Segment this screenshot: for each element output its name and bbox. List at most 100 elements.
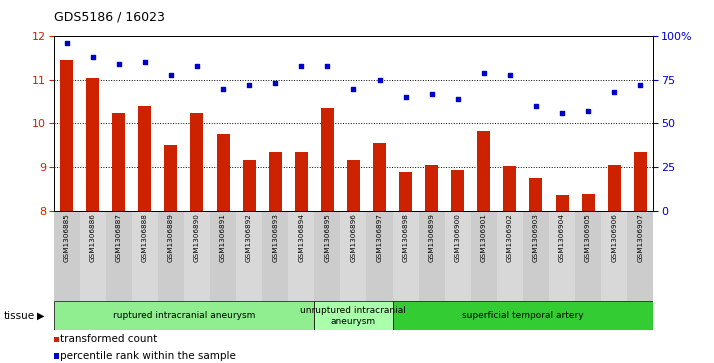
Bar — [341, 211, 366, 301]
Bar — [555, 195, 568, 211]
Bar — [236, 211, 262, 301]
Bar — [268, 152, 282, 211]
Bar — [601, 211, 627, 301]
Text: GSM1306904: GSM1306904 — [559, 213, 565, 262]
Bar — [373, 143, 386, 211]
Text: percentile rank within the sample: percentile rank within the sample — [59, 351, 236, 361]
Point — [321, 63, 333, 69]
Bar — [243, 160, 256, 211]
Bar — [112, 113, 125, 211]
Point — [87, 54, 99, 60]
Text: GSM1306893: GSM1306893 — [272, 213, 278, 262]
Point — [556, 110, 568, 116]
Point — [452, 96, 463, 102]
Point — [374, 77, 386, 83]
Bar — [477, 131, 491, 211]
Bar — [393, 211, 418, 301]
Bar — [399, 172, 412, 211]
Text: unruptured intracranial
aneurysm: unruptured intracranial aneurysm — [301, 306, 406, 326]
Bar — [314, 301, 393, 330]
Text: GSM1306900: GSM1306900 — [455, 213, 461, 262]
Point — [426, 91, 438, 97]
Bar — [366, 211, 393, 301]
Point — [113, 61, 124, 67]
Text: GSM1306905: GSM1306905 — [585, 213, 591, 262]
Bar — [321, 108, 334, 211]
Text: tissue: tissue — [4, 311, 35, 321]
Bar — [106, 211, 132, 301]
Bar — [191, 113, 203, 211]
Point — [400, 94, 411, 100]
Bar — [418, 211, 445, 301]
Point — [348, 86, 359, 91]
Bar — [86, 78, 99, 211]
Point — [296, 63, 307, 69]
Text: GSM1306901: GSM1306901 — [481, 213, 487, 262]
Bar — [288, 211, 314, 301]
Point — [165, 72, 176, 78]
Text: GSM1306902: GSM1306902 — [507, 213, 513, 262]
Bar — [530, 178, 543, 211]
Text: GDS5186 / 16023: GDS5186 / 16023 — [54, 11, 164, 24]
Text: GSM1306891: GSM1306891 — [220, 213, 226, 262]
Text: GSM1306894: GSM1306894 — [298, 213, 304, 262]
Bar — [164, 145, 177, 211]
Text: GSM1306889: GSM1306889 — [168, 213, 174, 262]
Text: GSM1306907: GSM1306907 — [638, 213, 643, 262]
Bar — [132, 211, 158, 301]
Point — [583, 108, 594, 114]
Bar — [627, 211, 653, 301]
Point — [478, 70, 490, 76]
Point — [269, 81, 281, 86]
Point — [139, 60, 151, 65]
Bar — [60, 60, 73, 211]
Bar — [54, 211, 80, 301]
Bar — [523, 211, 549, 301]
Bar — [54, 301, 314, 330]
Bar — [634, 152, 647, 211]
Text: GSM1306886: GSM1306886 — [90, 213, 96, 262]
Text: ▶: ▶ — [37, 311, 45, 321]
Bar — [425, 165, 438, 211]
Point — [217, 86, 228, 91]
Text: ruptured intracranial aneurysm: ruptured intracranial aneurysm — [113, 311, 255, 320]
Bar — [608, 165, 620, 211]
Bar — [314, 211, 341, 301]
Point — [608, 89, 620, 95]
Text: GSM1306903: GSM1306903 — [533, 213, 539, 262]
Bar — [393, 301, 653, 330]
Text: GSM1306892: GSM1306892 — [246, 213, 252, 262]
Point — [61, 40, 72, 46]
Point — [504, 72, 516, 78]
Bar — [451, 171, 464, 211]
Text: transformed count: transformed count — [59, 334, 157, 344]
Point — [635, 82, 646, 88]
Bar — [347, 160, 360, 211]
Point — [191, 63, 203, 69]
Text: GSM1306898: GSM1306898 — [403, 213, 408, 262]
Bar — [503, 166, 516, 211]
Bar — [210, 211, 236, 301]
Bar — [575, 211, 601, 301]
Text: GSM1306899: GSM1306899 — [428, 213, 435, 262]
Bar — [216, 134, 230, 211]
Point — [243, 82, 255, 88]
Text: GSM1306885: GSM1306885 — [64, 213, 69, 262]
Text: GSM1306896: GSM1306896 — [351, 213, 356, 262]
Text: GSM1306906: GSM1306906 — [611, 213, 617, 262]
Bar — [549, 211, 575, 301]
Bar — [139, 106, 151, 211]
Bar — [184, 211, 210, 301]
Text: superficial temporal artery: superficial temporal artery — [462, 311, 584, 320]
Bar — [497, 211, 523, 301]
Bar — [471, 211, 497, 301]
Bar — [582, 194, 595, 211]
Text: GSM1306888: GSM1306888 — [142, 213, 148, 262]
Text: GSM1306895: GSM1306895 — [324, 213, 331, 262]
Text: GSM1306887: GSM1306887 — [116, 213, 122, 262]
Bar — [295, 152, 308, 211]
Bar — [262, 211, 288, 301]
Point — [531, 103, 542, 109]
Text: GSM1306897: GSM1306897 — [376, 213, 383, 262]
Text: GSM1306890: GSM1306890 — [194, 213, 200, 262]
